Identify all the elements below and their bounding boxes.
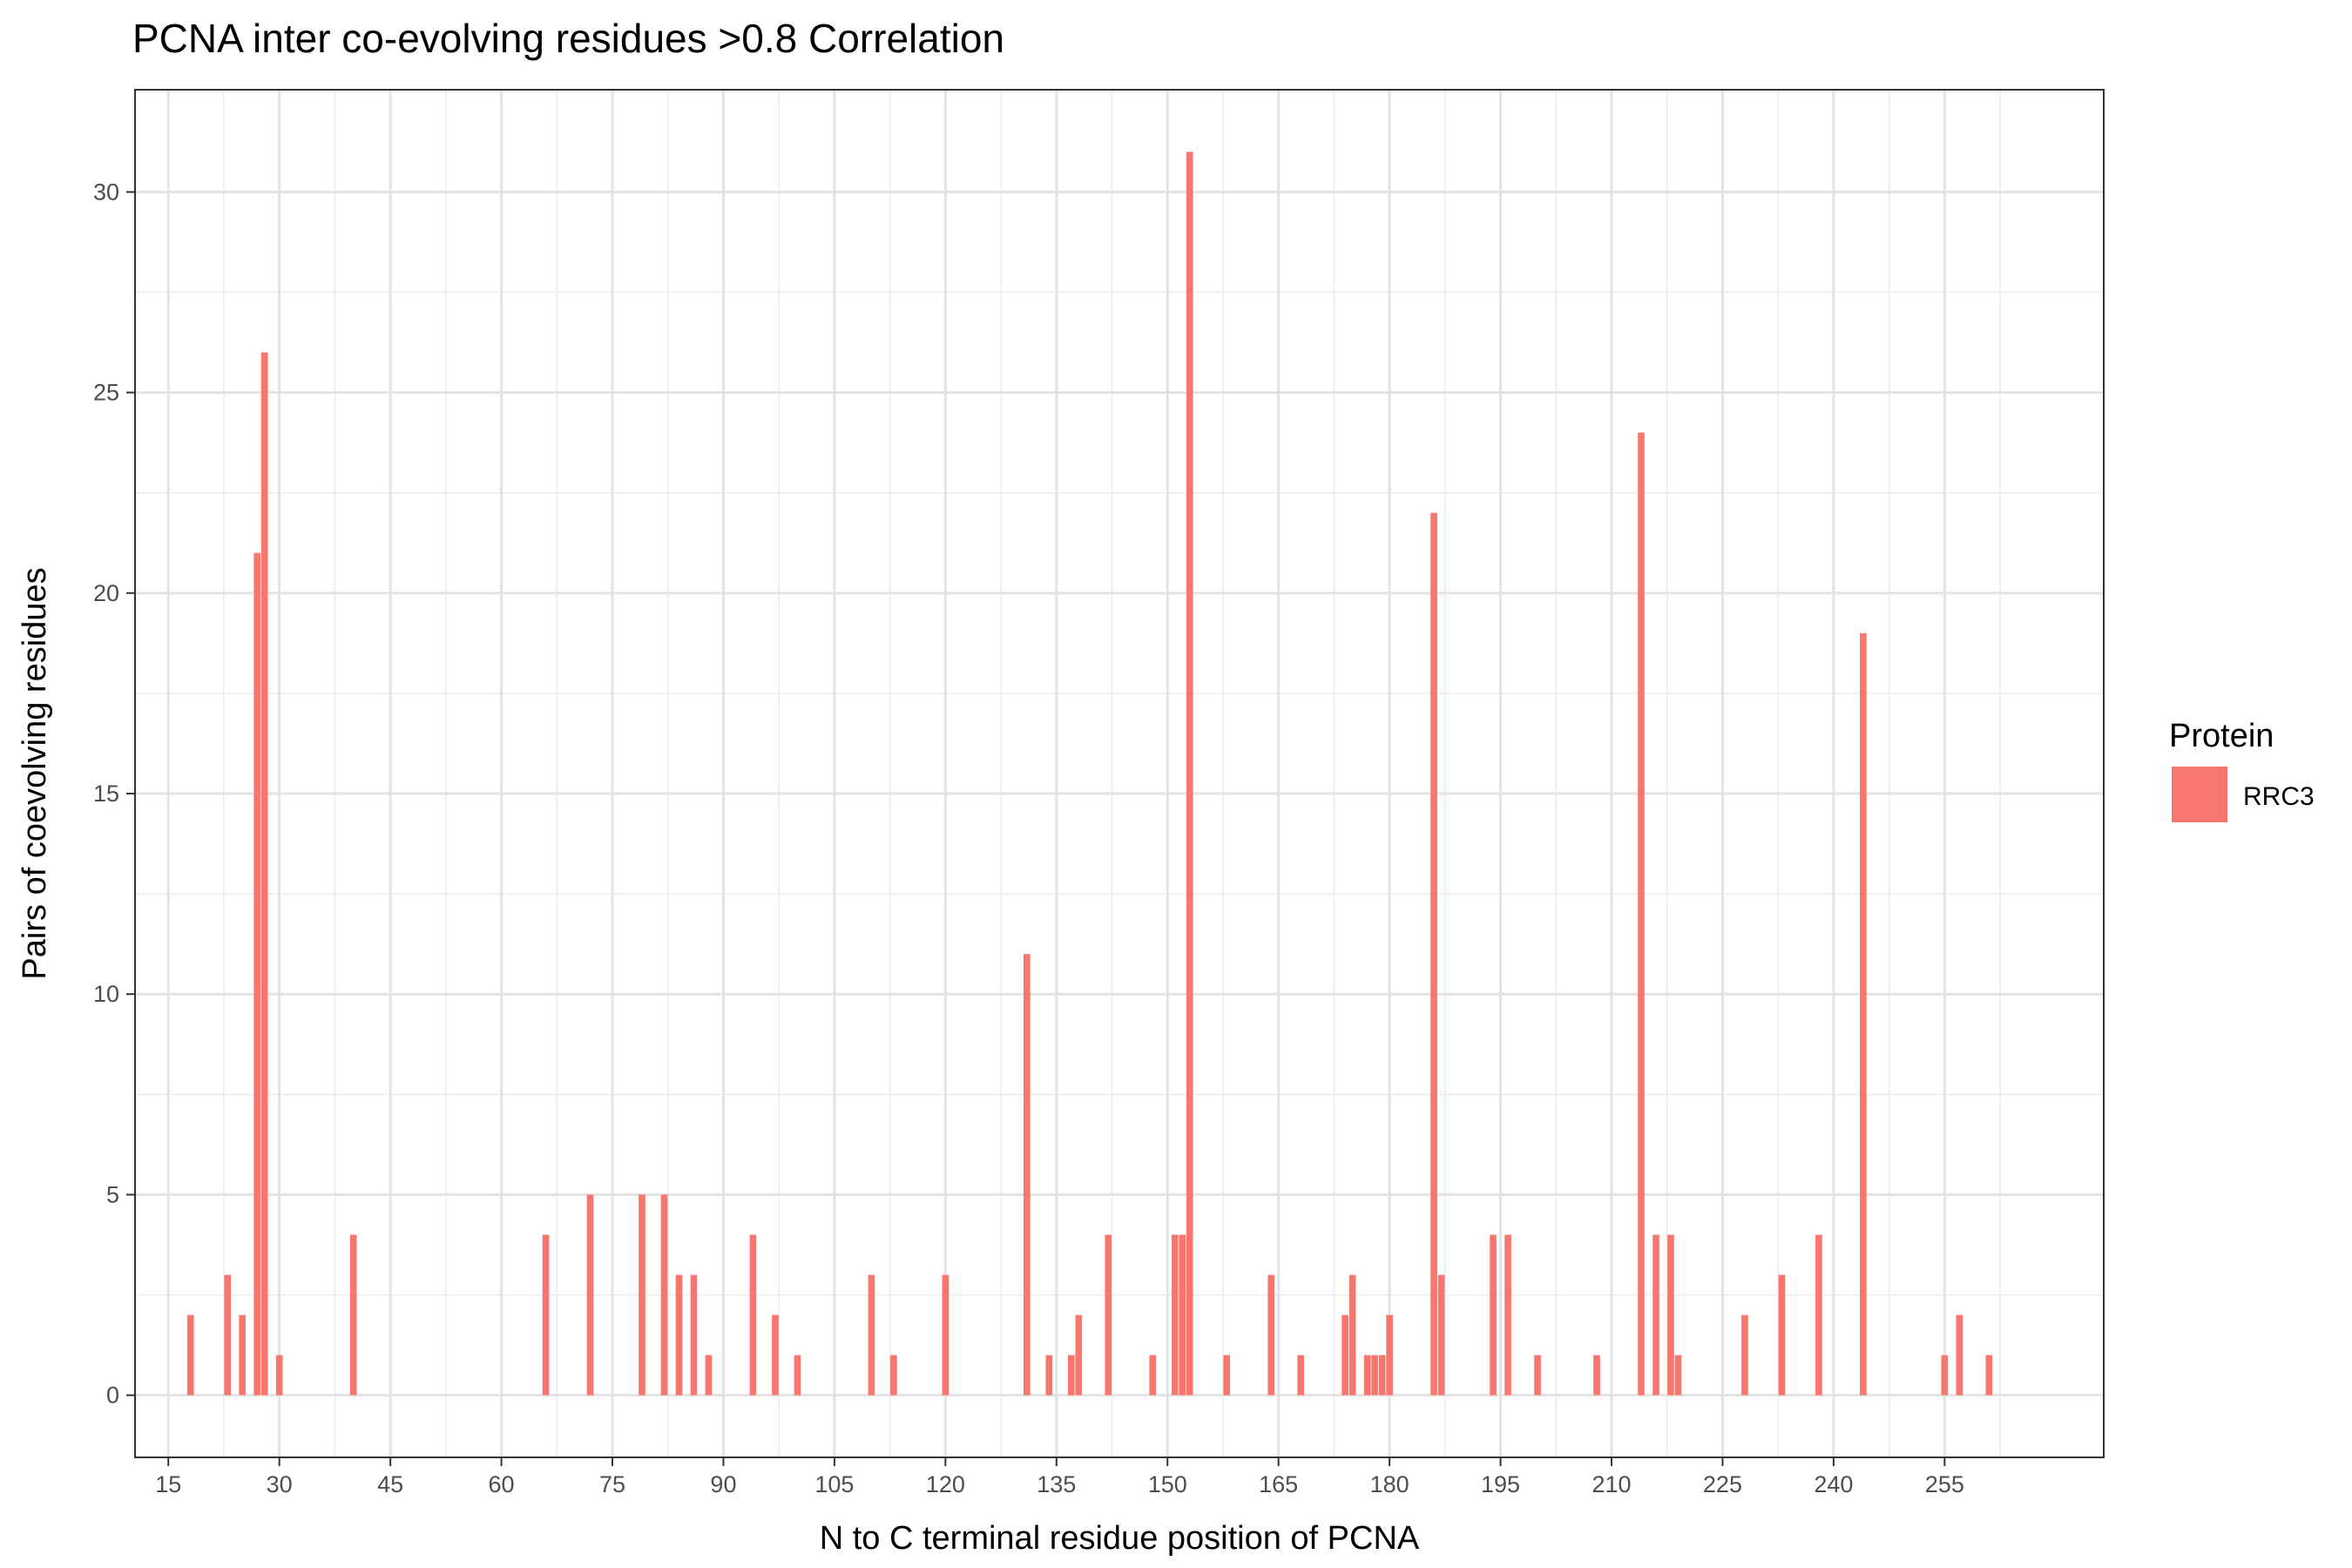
bar xyxy=(1741,1315,1748,1396)
bar xyxy=(1267,1274,1274,1396)
bar xyxy=(1667,1234,1674,1396)
bar xyxy=(1504,1234,1511,1396)
x-tick-label: 195 xyxy=(1481,1471,1520,1497)
bar xyxy=(675,1274,683,1396)
bars xyxy=(186,152,1993,1396)
bar xyxy=(690,1274,698,1396)
bar xyxy=(542,1234,550,1396)
bar xyxy=(1652,1234,1659,1396)
y-tick-label: 0 xyxy=(106,1382,119,1409)
x-axis-title: N to C terminal residue position of PCNA xyxy=(820,1520,1420,1557)
bar xyxy=(1371,1355,1378,1396)
bar xyxy=(1430,512,1437,1396)
bar xyxy=(1223,1355,1231,1396)
bar xyxy=(260,352,268,1396)
x-tick-label: 210 xyxy=(1592,1471,1631,1497)
bar xyxy=(239,1315,247,1396)
bar xyxy=(586,1194,594,1396)
x-tick-label: 75 xyxy=(599,1471,625,1497)
bar xyxy=(1638,432,1645,1396)
bar xyxy=(1815,1234,1822,1396)
y-axis: 0 5 10 15 20 25 30 xyxy=(93,179,135,1409)
bar xyxy=(1363,1355,1371,1396)
x-tick-label: 255 xyxy=(1925,1471,1964,1497)
x-tick-label: 225 xyxy=(1703,1471,1742,1497)
bar xyxy=(1186,152,1193,1396)
bar xyxy=(794,1355,801,1396)
x-tick-label: 15 xyxy=(155,1471,181,1497)
x-axis: 15 30 45 60 75 90 105 120 135 150 165 180 195 210 225 2… xyxy=(155,1457,1964,1497)
legend-title: Protein xyxy=(2169,718,2274,754)
bar xyxy=(275,1355,283,1396)
panel-border xyxy=(134,89,2105,1458)
y-tick-label: 30 xyxy=(93,179,119,205)
grid-lines xyxy=(135,90,2104,1457)
x-tick-label: 150 xyxy=(1148,1471,1187,1497)
x-tick-label: 60 xyxy=(489,1471,515,1497)
bar xyxy=(1386,1315,1393,1396)
bar xyxy=(1342,1315,1348,1396)
y-tick-label: 20 xyxy=(93,580,119,606)
x-tick-label: 45 xyxy=(377,1471,403,1497)
plot-panel xyxy=(135,90,2104,1457)
bar xyxy=(942,1274,950,1396)
bar xyxy=(1023,954,1031,1396)
bar xyxy=(1956,1315,1963,1396)
bar xyxy=(1860,632,1867,1396)
y-axis-title: Pairs of coevolving residues xyxy=(17,567,53,979)
x-tick-label: 180 xyxy=(1370,1471,1409,1497)
bar xyxy=(186,1315,194,1396)
bar xyxy=(224,1274,232,1396)
bar xyxy=(1674,1355,1682,1396)
legend-label-rrc3: RRC3 xyxy=(2243,782,2315,811)
bar xyxy=(1179,1234,1186,1396)
bar xyxy=(705,1355,713,1396)
bar xyxy=(1149,1355,1157,1396)
x-tick-label: 135 xyxy=(1037,1471,1076,1497)
bar xyxy=(868,1274,875,1396)
bar xyxy=(1778,1274,1786,1396)
x-tick-label: 30 xyxy=(267,1471,293,1497)
x-tick-label: 90 xyxy=(710,1471,736,1497)
bar xyxy=(1067,1355,1075,1396)
bar xyxy=(1490,1234,1497,1396)
y-tick-label: 25 xyxy=(93,380,119,406)
bar xyxy=(1297,1355,1304,1396)
legend: Protein RRC3 xyxy=(2169,718,2315,822)
bar xyxy=(253,552,261,1396)
x-tick-label: 120 xyxy=(926,1471,965,1497)
x-tick-label: 105 xyxy=(814,1471,854,1497)
bar xyxy=(1348,1274,1356,1396)
bar xyxy=(1534,1355,1541,1396)
bar xyxy=(1941,1355,1949,1396)
y-tick-label: 10 xyxy=(93,981,119,1007)
bar xyxy=(890,1355,897,1396)
bar xyxy=(1075,1315,1083,1396)
bar xyxy=(749,1234,757,1396)
bar xyxy=(660,1194,668,1396)
x-tick-label: 165 xyxy=(1259,1471,1298,1497)
legend-key-rrc3 xyxy=(2172,767,2227,822)
bar xyxy=(1045,1355,1053,1396)
chart-title: PCNA inter co-evolving residues >0.8 Cor… xyxy=(132,16,1004,61)
bar xyxy=(1378,1355,1386,1396)
bar xyxy=(349,1234,357,1396)
bar xyxy=(1593,1355,1600,1396)
x-tick-label: 240 xyxy=(1814,1471,1853,1497)
bar xyxy=(639,1194,645,1396)
bar xyxy=(1105,1234,1112,1396)
y-tick-label: 15 xyxy=(93,781,119,807)
bar xyxy=(772,1315,779,1396)
bar xyxy=(1985,1355,1993,1396)
bar xyxy=(1437,1274,1445,1396)
bar xyxy=(1171,1234,1179,1396)
y-tick-label: 5 xyxy=(106,1181,119,1207)
